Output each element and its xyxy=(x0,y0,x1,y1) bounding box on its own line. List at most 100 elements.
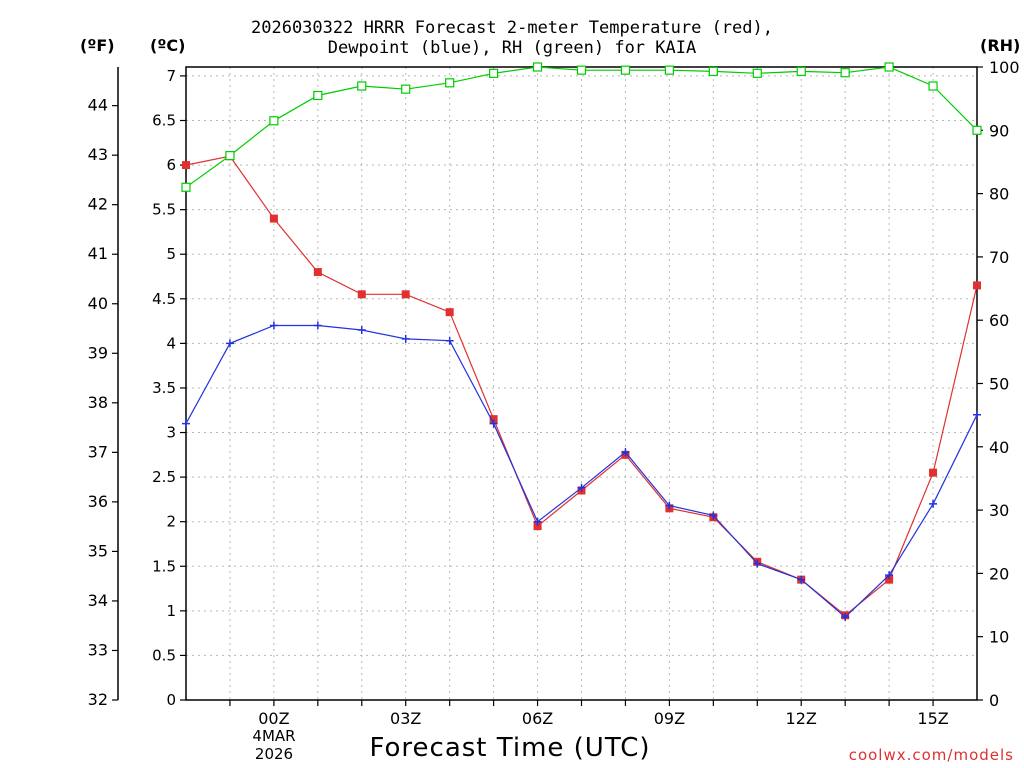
temperature-point xyxy=(445,308,454,317)
celsius-tick-label: 7 xyxy=(166,67,176,85)
celsius-tick-label: 2.5 xyxy=(152,468,176,486)
rh-point xyxy=(225,151,235,161)
fahrenheit-tick-label: 32 xyxy=(88,690,108,709)
celsius-tick-label: 5.5 xyxy=(152,201,176,219)
dewpoint-point xyxy=(929,499,938,508)
rh-point xyxy=(664,65,674,75)
rh-tick-label: 40 xyxy=(989,438,1009,457)
rh-point xyxy=(532,62,543,72)
rh-tick-label: 10 xyxy=(989,628,1009,647)
dewpoint-point xyxy=(973,410,981,419)
dewpoint-point xyxy=(841,613,850,622)
dewpoint-point xyxy=(489,419,498,428)
dewpoint-point xyxy=(797,575,806,584)
fahrenheit-tick-label: 38 xyxy=(88,393,108,412)
dewpoint-line xyxy=(185,324,978,618)
celsius-tick-label: 3.5 xyxy=(152,379,176,397)
rh-point xyxy=(269,116,279,126)
dewpoint-point xyxy=(577,483,586,492)
fahrenheit-tick-label: 37 xyxy=(88,442,108,461)
dewpoint-point xyxy=(313,321,322,330)
chart-title-line1: 2026030322 HRRR Forecast 2-meter Tempera… xyxy=(251,18,773,38)
rh-point xyxy=(884,62,894,72)
rh-tick-label: 80 xyxy=(989,185,1009,204)
dewpoint-point xyxy=(709,511,718,520)
fahrenheit-tick-label: 41 xyxy=(88,244,108,263)
dewpoint-point xyxy=(225,339,234,348)
temperature-point xyxy=(401,290,410,299)
rh-point xyxy=(445,78,455,88)
celsius-tick-label: 3 xyxy=(166,424,176,442)
temperature-point xyxy=(973,281,981,290)
celsius-tick-label: 6 xyxy=(166,156,176,174)
temperature-point xyxy=(357,290,366,299)
x-tick-label: 12Z xyxy=(786,709,817,728)
fahrenheit-tick-label: 34 xyxy=(88,591,108,610)
rh-tick-label: 50 xyxy=(989,375,1009,394)
temperature-point xyxy=(489,415,498,424)
celsius-tick-label: 5 xyxy=(166,245,176,263)
dewpoint-point xyxy=(621,448,630,457)
x-tick-label: 03Z xyxy=(390,709,421,728)
celsius-tick-label: 2 xyxy=(166,513,176,531)
rh-unit-label: (RH) xyxy=(980,36,1021,55)
rh-point xyxy=(313,90,323,101)
rh-point xyxy=(840,68,850,78)
dewpoint-point xyxy=(665,501,674,510)
rh-point xyxy=(972,125,982,135)
rh-tick-label: 20 xyxy=(989,564,1009,583)
fahrenheit-tick-label: 33 xyxy=(88,640,108,659)
fahrenheit-tick-label: 43 xyxy=(88,145,108,164)
rh-tick-label: 60 xyxy=(989,311,1009,330)
celsius-tick-label: 1.5 xyxy=(152,557,176,575)
dewpoint-point xyxy=(401,334,410,343)
rh-tick-label: 70 xyxy=(989,248,1009,267)
fahrenheit-tick-label: 39 xyxy=(88,343,108,362)
credit-link[interactable]: coolwx.com/models xyxy=(848,746,1014,764)
celsius-tick-label: 1 xyxy=(166,602,176,620)
date-year-label: 2026 xyxy=(254,745,294,763)
fahrenheit-tick-label: 35 xyxy=(88,541,108,560)
rh-point xyxy=(620,65,631,75)
fahrenheit-tick-label: 36 xyxy=(88,492,108,511)
chart-title-line2: Dewpoint (blue), RH (green) for KAIA xyxy=(327,38,697,58)
dewpoint-point xyxy=(182,419,190,428)
dewpoint-point xyxy=(753,559,762,568)
temperature-point xyxy=(182,161,190,170)
dewpoint-point xyxy=(885,571,894,580)
rh-tick-label: 90 xyxy=(989,121,1009,140)
rh-point xyxy=(181,182,191,192)
fahrenheit-tick-label: 40 xyxy=(88,294,108,313)
celsius-unit-label: (ºC) xyxy=(150,36,186,55)
x-axis-label: Forecast Time (UTC) xyxy=(369,733,651,763)
celsius-tick-label: 6.5 xyxy=(152,111,176,129)
rh-point xyxy=(752,68,762,78)
x-tick-label: 09Z xyxy=(654,709,685,728)
dewpoint-point xyxy=(445,336,454,345)
celsius-tick-label: 4 xyxy=(166,334,176,352)
celsius-tick-label: 0 xyxy=(166,691,176,709)
rh-point xyxy=(489,68,499,78)
temperature-point xyxy=(885,575,894,584)
temperature-point xyxy=(313,268,322,277)
x-tick-label: 00Z xyxy=(258,709,289,728)
rh-tick-label: 100 xyxy=(989,58,1020,77)
dewpoint-point xyxy=(533,517,542,526)
rh-point xyxy=(708,66,718,77)
rh-tick-label: 30 xyxy=(989,501,1009,520)
temperature-point xyxy=(269,214,278,223)
dewpoint-point xyxy=(357,326,366,335)
temperature-point xyxy=(533,522,542,531)
rh-point xyxy=(796,66,806,77)
temperature-point xyxy=(929,468,938,477)
celsius-tick-label: 4.5 xyxy=(152,290,176,308)
fahrenheit-tick-label: 44 xyxy=(88,96,108,115)
rh-point xyxy=(357,81,367,91)
date-month-label: 4MAR xyxy=(252,727,296,745)
fahrenheit-unit-label: (ºF) xyxy=(80,36,115,55)
celsius-tick-label: 0.5 xyxy=(152,646,176,664)
x-tick-label: 06Z xyxy=(522,709,553,728)
x-tick-label: 15Z xyxy=(917,709,948,728)
rh-point xyxy=(928,81,938,91)
